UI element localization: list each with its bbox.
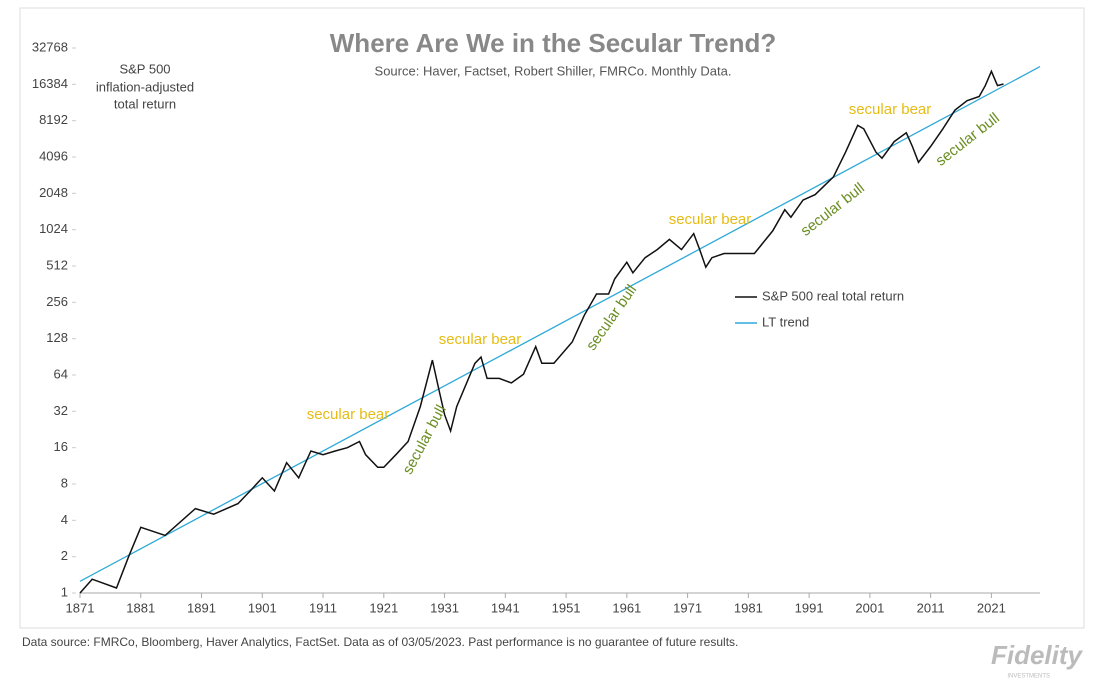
y-tick-label: 1 [61, 584, 68, 599]
y-tick-label: 4096 [39, 148, 68, 163]
x-tick-label: 1961 [612, 600, 641, 615]
y-note: S&P 500 [119, 61, 170, 76]
y-tick-label: 8 [61, 475, 68, 490]
y-tick-label: 1024 [39, 221, 68, 236]
x-tick-label: 1991 [795, 600, 824, 615]
x-tick-label: 1891 [187, 600, 216, 615]
logo: Fidelity [991, 640, 1084, 670]
x-tick-label: 1931 [430, 600, 459, 615]
y-tick-label: 32 [54, 403, 68, 418]
y-tick-label: 64 [54, 366, 68, 381]
footnote: Data source: FMRCo, Bloomberg, Haver Ana… [22, 635, 738, 649]
legend-label: S&P 500 real total return [762, 288, 904, 303]
y-tick-label: 32768 [32, 39, 68, 54]
x-tick-label: 1981 [734, 600, 763, 615]
annotation: secular bear [669, 211, 752, 228]
x-tick-label: 1941 [491, 600, 520, 615]
x-tick-label: 1901 [248, 600, 277, 615]
x-tick-label: 1911 [309, 600, 337, 615]
y-tick-label: 256 [46, 294, 68, 309]
y-tick-label: 512 [46, 257, 68, 272]
legend-label: LT trend [762, 314, 809, 329]
logo-sub: INVESTMENTS [1007, 674, 1050, 680]
y-tick-label: 2 [61, 548, 68, 563]
y-tick-label: 16 [54, 439, 68, 454]
y-tick-label: 16384 [32, 76, 68, 91]
x-tick-label: 1881 [126, 600, 155, 615]
annotation: secular bear [439, 331, 522, 348]
y-note: inflation-adjusted [96, 79, 194, 94]
y-tick-label: 4 [61, 512, 68, 527]
y-tick-label: 2048 [39, 185, 68, 200]
annotation: secular bear [849, 101, 932, 118]
y-note: total return [114, 96, 176, 111]
x-tick-label: 1921 [369, 600, 398, 615]
annotation: secular bear [307, 406, 390, 423]
series-line [79, 69, 1004, 594]
series-line [79, 66, 1041, 582]
x-tick-label: 1871 [66, 600, 95, 615]
chart-title: Where Are We in the Secular Trend? [330, 28, 776, 58]
y-tick-label: 8192 [39, 112, 68, 127]
x-tick-label: 2011 [917, 600, 945, 615]
y-tick-label: 128 [46, 330, 68, 345]
x-tick-label: 2001 [855, 600, 884, 615]
x-tick-label: 1971 [673, 600, 702, 615]
x-tick-label: 1951 [552, 600, 581, 615]
chart-subtitle: Source: Haver, Factset, Robert Shiller, … [375, 63, 732, 78]
chart-frame [19, 7, 1085, 629]
x-tick-label: 2021 [977, 600, 1006, 615]
